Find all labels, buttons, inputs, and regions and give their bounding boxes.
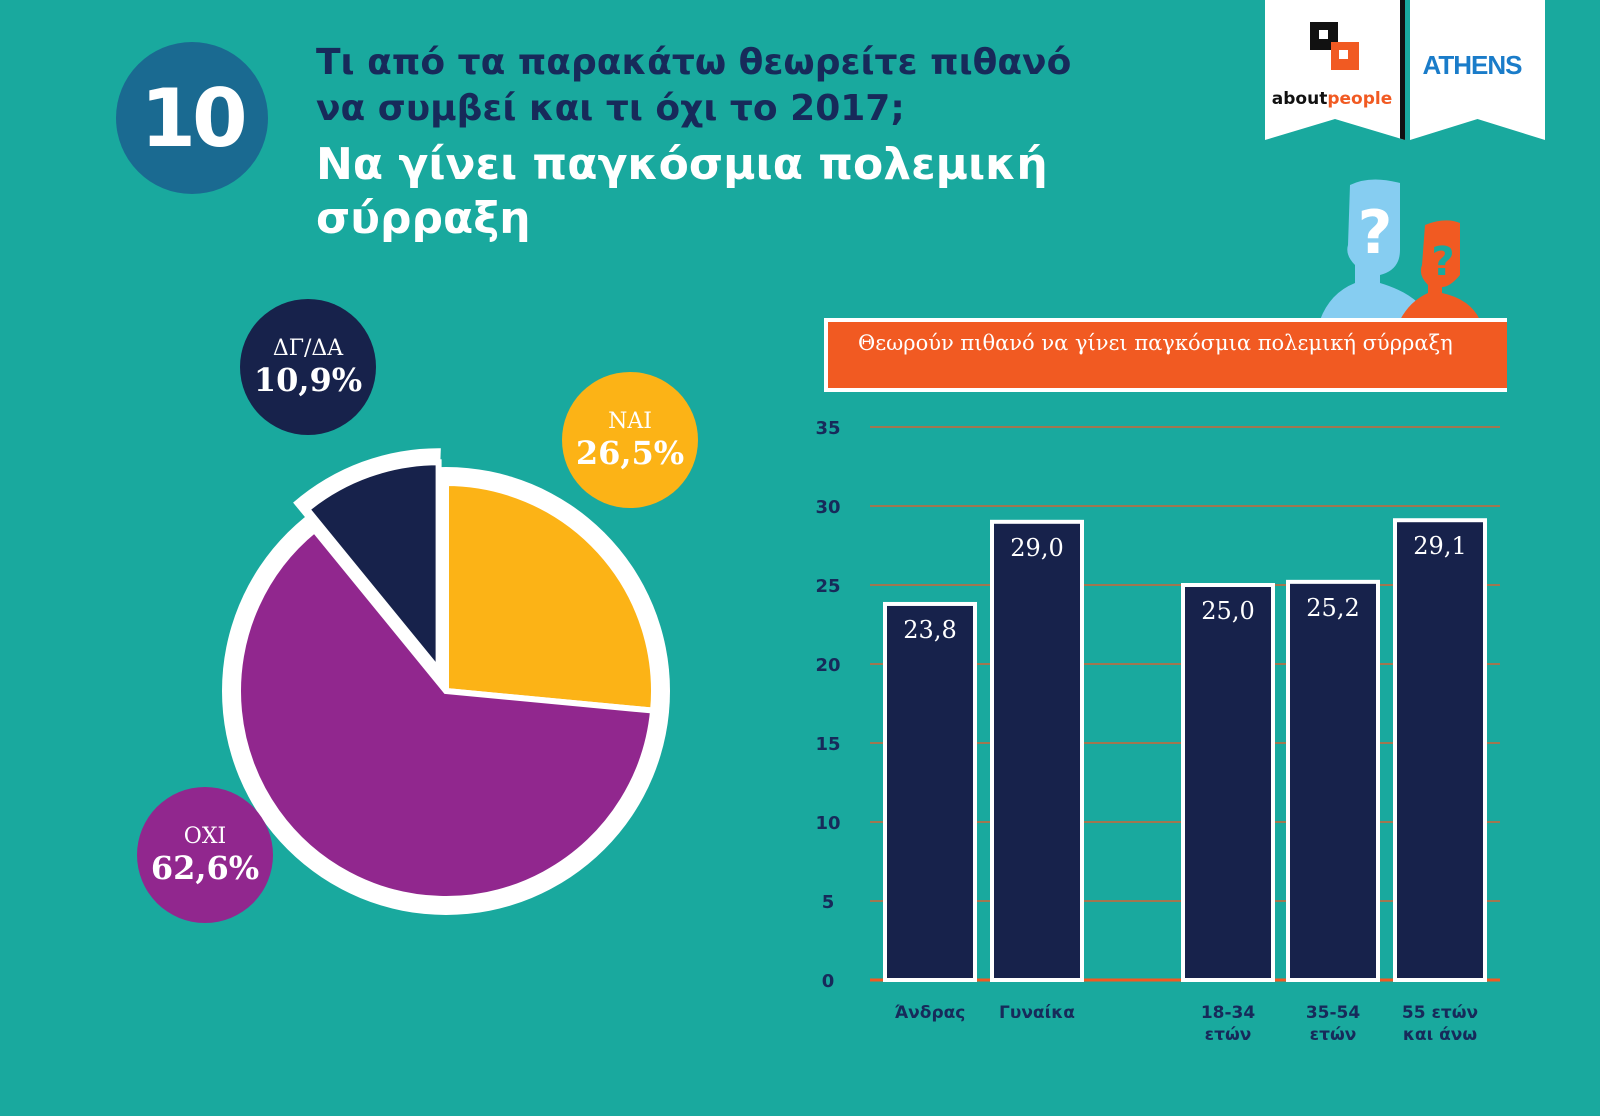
y-tick-label: 30 (815, 497, 840, 518)
bar (1286, 579, 1380, 982)
pie-label: ΔΓ/ΔΑ (273, 336, 344, 361)
bar (990, 519, 1084, 983)
question-topic: Να γίνει παγκόσμια πολεμική σύρραξη (316, 139, 1048, 244)
pie-value: 10,9% (254, 361, 362, 399)
bar (1181, 583, 1275, 982)
y-tick-label: 35 (815, 418, 840, 439)
y-tick-label: 20 (815, 655, 840, 676)
pie-slice (235, 525, 657, 902)
y-tick-label: 25 (815, 576, 840, 597)
x-tick-label: 35-54 (1306, 1003, 1361, 1023)
y-tick-label: 5 (822, 892, 835, 913)
pie-value: 26,5% (576, 434, 684, 472)
pie-label: ΟΧΙ (184, 824, 226, 849)
pie-label-badge (562, 372, 698, 508)
aboutpeople-logo: aboutpeople (1265, 0, 1405, 140)
pie-label-badge (240, 299, 376, 435)
svg-text:?: ? (1431, 239, 1454, 285)
y-tick-label: 15 (815, 734, 840, 755)
x-tick-label: 55 ετών (1402, 1003, 1478, 1023)
people-question-icon: ? ? (1320, 179, 1480, 320)
bar-value-label: 23,8 (903, 616, 956, 644)
x-tick-label: και άνω (1403, 1025, 1478, 1045)
bar-value-label: 29,0 (1010, 534, 1063, 562)
pie-label: ΝΑΙ (608, 409, 652, 434)
pie-slice (443, 479, 657, 714)
bar-value-label: 29,1 (1413, 532, 1466, 560)
x-tick-label: Γυναίκα (999, 1003, 1075, 1023)
bar (1393, 518, 1487, 982)
svg-text:aboutpeople: aboutpeople (1272, 89, 1392, 109)
x-tick-label: ετών (1205, 1025, 1252, 1045)
question-text: Τι από τα παρακάτω θεωρείτε πιθανό να συ… (316, 42, 1072, 129)
pie-slice (302, 459, 442, 679)
y-tick-label: 0 (822, 971, 835, 992)
bar (883, 601, 977, 983)
bar-chart: 0 5 10 15 20 25 30 35 23,8 Άνδρας 29,0 Γυναίκα 25,0 1… (815, 418, 1500, 1045)
header: Τι από τα παρακάτω θεωρείτε πιθανό να συ… (316, 40, 1216, 246)
athens-voice-logo: ATHENS (1410, 0, 1545, 140)
x-tick-label: Άνδρας (895, 1003, 966, 1023)
y-tick-label: 10 (815, 813, 840, 834)
pie-label-badge (137, 787, 273, 923)
question-number-badge: 10 (116, 42, 268, 194)
x-tick-label: 18-34 (1201, 1003, 1256, 1023)
svg-text:?: ? (1358, 198, 1393, 268)
pie-value: 62,6% (151, 849, 259, 887)
x-tick-label: ετών (1310, 1025, 1357, 1045)
bar-value-label: 25,2 (1306, 594, 1359, 622)
bar-value-label: 25,0 (1201, 597, 1254, 625)
svg-text:ATHENS: ATHENS (1423, 50, 1523, 80)
bar-chart-title: Θεωρούν πιθανό να γίνει παγκόσμια πολεμι… (824, 318, 1507, 392)
